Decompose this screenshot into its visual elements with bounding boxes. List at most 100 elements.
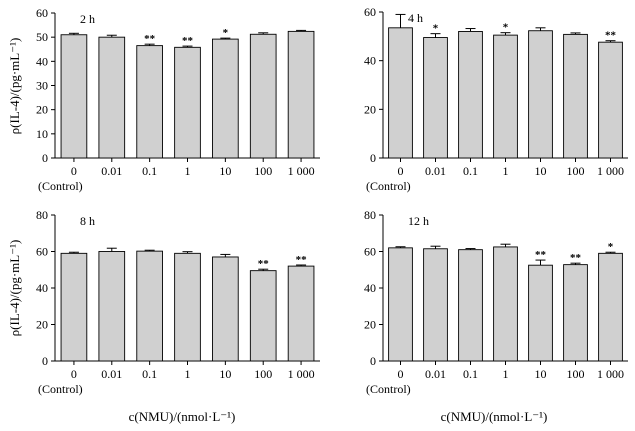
x-tick-label: 1 [503, 367, 509, 381]
x-tick-label: 0.01 [425, 164, 446, 178]
y-tick-label: 40 [36, 54, 48, 68]
y-tick-label: 0 [370, 151, 376, 165]
control-label: (Control) [38, 179, 83, 193]
y-tick-label: 60 [36, 6, 48, 20]
bar [493, 246, 518, 362]
bar [598, 252, 623, 362]
bar [598, 41, 623, 159]
x-tick-label: 1 000 [597, 367, 624, 381]
bar [60, 34, 88, 159]
significance-marker: * [433, 23, 439, 35]
x-tick-label: 100 [254, 164, 272, 178]
panel-title: 2 h [80, 12, 95, 26]
control-label: (Control) [366, 179, 411, 193]
y-tick-label: 80 [36, 208, 48, 222]
x-tick-label: 100 [567, 367, 585, 381]
x-tick-label: 0 [71, 164, 77, 178]
x-tick-label: 10 [535, 164, 547, 178]
y-tick-label: 40 [364, 281, 376, 295]
significance-marker: ** [605, 30, 617, 42]
x-tick-label: 10 [219, 367, 231, 381]
y-axis-label-top: ρ(IL-4)/(pg·mL⁻¹) [7, 38, 22, 135]
chart-panel: 0 20 40 60 4 h 0 * 0.01 0.1 * 1 10 100 ** 1 000 (Contro… [364, 5, 628, 193]
y-tick-label: 0 [42, 151, 48, 165]
x-tick-label: 1 [503, 164, 509, 178]
y-tick-label: 20 [36, 103, 48, 117]
x-tick-label: 1 [185, 367, 191, 381]
bar [212, 38, 239, 159]
significance-marker: ** [570, 252, 582, 264]
bar [423, 37, 448, 159]
bar [563, 33, 588, 159]
y-tick-label: 50 [36, 30, 48, 44]
bar [458, 31, 483, 159]
bar [287, 30, 315, 159]
x-tick-label: 0 [398, 367, 404, 381]
bar [136, 250, 163, 362]
bar [528, 30, 553, 159]
bar [136, 45, 163, 159]
bar [174, 46, 201, 159]
bar [458, 249, 483, 362]
chart-panel: 0 20 40 60 80 12 h 0 0.01 0.1 1 ** 10 ** 100 * 1 000 (Co… [364, 208, 628, 396]
bar [423, 248, 448, 362]
bar [528, 264, 553, 362]
significance-marker: ** [258, 258, 270, 270]
bar [174, 252, 201, 362]
bar [563, 264, 588, 362]
significance-marker: ** [296, 254, 308, 266]
y-tick-label: 40 [36, 281, 48, 295]
chart-panel: 0 10 20 30 40 50 60 2 h 0 0.01 ** 0.1 ** 1 * 10 100 1 000… [36, 6, 320, 193]
y-tick-label: 30 [36, 79, 48, 93]
significance-marker: ** [535, 249, 547, 261]
x-tick-label: 1 [185, 164, 191, 178]
x-tick-label: 0 [71, 367, 77, 381]
y-tick-label: 20 [36, 318, 48, 332]
control-label: (Control) [366, 382, 411, 396]
significance-marker: * [223, 27, 229, 39]
y-tick-label: 40 [364, 54, 376, 68]
x-tick-label: 0.1 [463, 164, 478, 178]
x-tick-label: 1 000 [597, 164, 624, 178]
x-tick-label: 1 000 [288, 367, 315, 381]
x-tick-label: 0.01 [425, 367, 446, 381]
y-tick-label: 60 [36, 245, 48, 259]
y-tick-label: 20 [364, 102, 376, 116]
x-tick-label: 0.01 [101, 164, 122, 178]
control-label: (Control) [38, 382, 83, 396]
x-tick-label: 0.1 [142, 367, 157, 381]
y-tick-label: 80 [364, 208, 376, 222]
y-tick-label: 60 [364, 5, 376, 19]
significance-marker: * [608, 241, 614, 253]
x-tick-label: 10 [219, 164, 231, 178]
significance-marker: * [503, 22, 509, 34]
x-tick-label: 10 [535, 367, 547, 381]
y-tick-label: 60 [364, 245, 376, 259]
bar [212, 256, 239, 362]
panel-title: 8 h [80, 214, 95, 228]
x-tick-label: 0.1 [463, 367, 478, 381]
bar [388, 27, 413, 159]
x-axis-label-left: c(NMU)/(nmol·L⁻¹) [129, 409, 236, 424]
x-tick-label: 0.01 [101, 367, 122, 381]
x-axis-label-right: c(NMU)/(nmol·L⁻¹) [441, 409, 548, 424]
x-tick-label: 1 000 [288, 164, 315, 178]
panel-title: 12 h [408, 214, 429, 228]
x-tick-label: 100 [567, 164, 585, 178]
bar [287, 265, 315, 362]
y-tick-label: 0 [42, 354, 48, 368]
significance-marker: ** [144, 33, 156, 45]
chart-panel: 0 20 40 60 80 8 h 0 0.01 0.1 1 10 ** 100 ** 1 000 (Cont… [36, 208, 320, 396]
x-tick-label: 0.1 [142, 164, 157, 178]
y-tick-label: 0 [370, 354, 376, 368]
panel-title: 4 h [408, 11, 423, 25]
significance-marker: ** [182, 35, 194, 47]
bar [388, 247, 413, 362]
bar [249, 270, 277, 362]
bar [249, 33, 277, 159]
bar [98, 36, 126, 159]
y-tick-label: 10 [36, 127, 48, 141]
bar [493, 34, 518, 159]
